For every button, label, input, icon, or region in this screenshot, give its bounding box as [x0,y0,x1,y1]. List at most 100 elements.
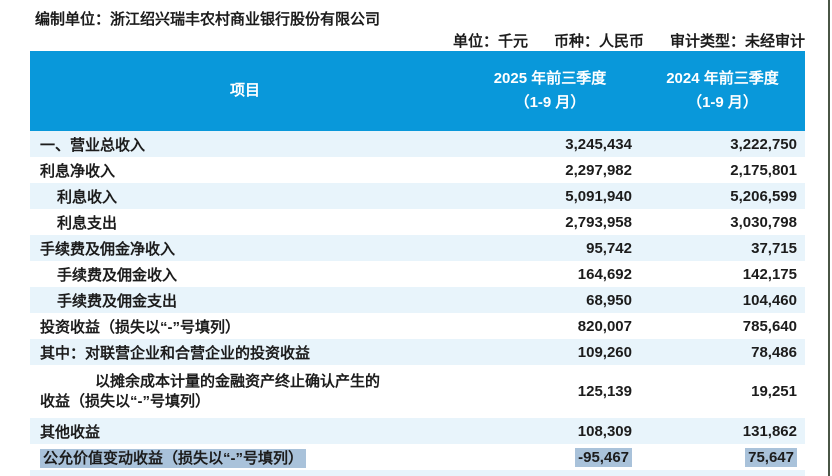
column-header-2025-line1: 2025 年前三季度 [493,70,607,87]
value-2025: 125,139 [577,383,632,400]
value-2025: 2,297,982 [565,161,632,179]
value-2025: 68,950 [586,291,632,309]
value-2024-cell: 19,251 [640,383,805,400]
row-label-cell: 利息收入 [30,186,460,207]
table-body: 一、营业总收入 3,245,434 3,222,750 利息净收入 2,297,982 2… [30,131,805,470]
value-2025-cell: 95,742 [460,240,640,257]
value-2024: 37,715 [751,239,797,257]
income-statement-table: 项目 2025 年前三季度 （1-9 月） 2024 年前三季度 （1-9 月）… [30,51,805,476]
value-2024: 131,862 [742,422,797,440]
currency-label: 币种：人民币 [553,33,644,50]
value-2025-cell: 109,260 [460,344,640,361]
value-2025: 2,793,958 [565,213,632,231]
value-2024: 785,640 [742,317,797,335]
value-2024-cell: 3,222,750 [640,136,805,153]
value-2025-cell: 125,139 [460,383,640,400]
row-label: 一、营业总收入 [40,136,146,154]
table-row: 利息支出 2,793,958 3,030,798 [30,209,805,235]
column-header-2025-line2: （1-9 月） [514,94,586,111]
value-2024: 78,486 [751,343,797,361]
table-row: 手续费及佣金收入 164,692 142,175 [30,261,805,287]
row-label-selected: 公允价值变动收益（损失以“-”号填列） [40,448,306,468]
value-2024-cell: 785,640 [640,318,805,335]
row-label-cell: 其中：对联营企业和合营企业的投资收益 [30,342,460,363]
row-label-cell: 公允价值变动收益（损失以“-”号填列） [30,447,460,468]
row-label: 手续费及佣金收入 [57,266,178,284]
meta-line: 单位：千元 币种：人民币 审计类型：未经审计 [453,30,805,51]
row-label-cell: 手续费及佣金净收入 [30,238,460,259]
value-2025-cell: 108,309 [460,423,640,440]
row-label-cell: 手续费及佣金支出 [30,290,460,311]
row-label-line2: 收益（损失以“-”号填列） [40,392,210,410]
row-label: 手续费及佣金净收入 [40,240,176,258]
value-2025: 3,245,434 [565,135,632,153]
audit-type-label: 审计类型：未经审计 [669,33,805,50]
value-2024-cell: 104,460 [640,292,805,309]
table-row: 手续费及佣金支出 68,950 104,460 [30,287,805,313]
row-label-cell: 一、营业总收入 [30,134,460,155]
table-header-row: 项目 2025 年前三季度 （1-9 月） 2024 年前三季度 （1-9 月） [30,51,805,131]
value-2024-cell: 2,175,801 [640,162,805,179]
column-header-item: 项目 [229,82,260,99]
column-header-2024-line1: 2024 年前三季度 [666,70,779,87]
value-2025: 109,260 [577,343,632,361]
value-2025: 820,007 [577,317,632,335]
row-label: 手续费及佣金支出 [57,292,178,310]
column-header-2024-line2: （1-9 月） [687,94,758,111]
value-2025-cell: 2,297,982 [460,162,640,179]
value-2024: 142,175 [742,265,797,283]
row-label-cell: 利息支出 [30,212,460,233]
value-2024-cell: 3,030,798 [640,214,805,231]
value-2025-cell: 164,692 [460,266,640,283]
value-2024-cell: 37,715 [640,240,805,257]
value-2024: 3,222,750 [730,135,797,153]
column-header-2024: 2024 年前三季度 （1-9 月） [640,67,805,115]
table-row: 其他收益 108,309 131,862 [30,418,805,444]
table-row: 以摊余成本计量的金融资产终止确认产生的收益（损失以“-”号填列） 125,139 1… [30,365,805,418]
row-label: 利息净收入 [40,162,116,180]
table-row: 公允价值变动收益（损失以“-”号填列） -95,467 75,647 [30,444,805,470]
value-2024: 2,175,801 [730,161,797,179]
row-label-cell: 其他收益 [30,421,460,442]
page-right-border [828,0,830,476]
value-2024-selected: 75,647 [745,447,797,467]
row-label: 其他收益 [40,423,101,441]
row-label: 投资收益（损失以“-”号填列） [40,318,240,336]
table-row: 利息净收入 2,297,982 2,175,801 [30,157,805,183]
value-2024: 3,030,798 [730,213,797,231]
table-row: 利息收入 5,091,940 5,206,599 [30,183,805,209]
value-2024: 19,251 [751,383,797,400]
value-2025-cell: -95,467 [460,447,640,467]
value-2024: 104,460 [742,291,797,309]
value-2025-cell: 820,007 [460,318,640,335]
row-label-cell: 手续费及佣金收入 [30,264,460,285]
value-2024: 5,206,599 [730,187,797,205]
row-label-cell: 利息净收入 [30,160,460,181]
table-row: 手续费及佣金净收入 95,742 37,715 [30,235,805,261]
row-label: 其中：对联营企业和合营企业的投资收益 [40,344,311,362]
value-2024-cell: 142,175 [640,266,805,283]
value-2025: 108,309 [577,422,632,440]
value-2024-cell: 75,647 [640,447,805,467]
value-2025-cell: 3,245,434 [460,136,640,153]
row-label-line1: 以摊余成本计量的金融资产终止确认产生的 [95,372,381,390]
table-row: 投资收益（损失以“-”号填列） 820,007 785,640 [30,313,805,339]
row-label-cell: 投资收益（损失以“-”号填列） [30,316,460,337]
value-2024-cell: 131,862 [640,423,805,440]
value-2025-cell: 5,091,940 [460,188,640,205]
value-2025-selected: -95,467 [575,447,632,467]
value-2024-cell: 5,206,599 [640,188,805,205]
unit-label: 单位：千元 [452,33,528,50]
value-2024-cell: 78,486 [640,344,805,361]
value-2025-cell: 2,793,958 [460,214,640,231]
row-label-cell: 以摊余成本计量的金融资产终止确认产生的收益（损失以“-”号填列） [30,372,460,412]
value-2025: 5,091,940 [565,187,632,205]
partial-next-row [30,470,805,476]
column-header-2025: 2025 年前三季度 （1-9 月） [460,67,640,115]
value-2025: 95,742 [586,239,632,257]
value-2025-cell: 68,950 [460,292,640,309]
value-2025: 164,692 [577,265,632,283]
row-label: 利息支出 [57,214,118,232]
prepared-by-line: 编制单位：浙江绍兴瑞丰农村商业银行股份有限公司 [35,11,381,28]
